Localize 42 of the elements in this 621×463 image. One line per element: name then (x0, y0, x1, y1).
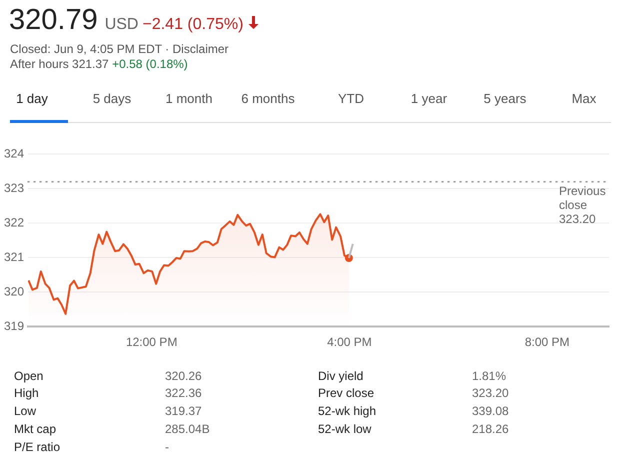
text: 285.04B (165, 422, 210, 436)
text: 52-wk low (318, 422, 372, 436)
text: P/E ratio (14, 440, 60, 454)
text: Mkt cap (14, 422, 56, 436)
text: Div yield (318, 369, 364, 383)
text: 322.36 (165, 386, 202, 400)
y-tick-label: 323 (4, 180, 24, 195)
text: 218.26 (472, 422, 509, 436)
x-tick-label: 8:00 PM (524, 335, 570, 350)
text: Low (14, 404, 36, 418)
text: USD (104, 16, 138, 34)
text: Prev close (318, 386, 374, 400)
y-tick-label: 319 (4, 318, 24, 333)
text: 323.20 (472, 386, 509, 400)
chart-title: 320.79 (9, 4, 98, 37)
text: Open (14, 369, 44, 383)
y-tick-label: 321 (4, 250, 24, 264)
y-tick-label: 320 (4, 284, 24, 298)
text: +0.58 (0.18%) (112, 57, 188, 71)
text: 320.26 (165, 369, 202, 383)
text: After hours 321.37 (10, 57, 109, 71)
text: −2.41 (0.75%) (142, 16, 244, 34)
y-tick-label: 322 (4, 215, 24, 230)
text: Max (570, 91, 598, 106)
text: 1 month (164, 91, 214, 106)
y-tick-label: 324 (4, 146, 24, 161)
x-tick-label: 12:00 PM (126, 335, 178, 350)
text: - (165, 440, 169, 454)
text: Closed: Jun 9, 4:05 PM EDT · Disclaimer (10, 42, 229, 56)
ref-line-label: Previous close 323.20 (559, 184, 606, 226)
text: High (14, 386, 39, 400)
x-tick-label: 4:00 PM (327, 335, 372, 350)
text: 5 years (482, 91, 528, 106)
text: 319.37 (165, 404, 202, 418)
text: 1.81% (472, 369, 506, 383)
text: 52-wk high (318, 404, 376, 418)
text: 339.08 (472, 404, 509, 418)
text: 5 days (92, 91, 132, 106)
text: 1 day (15, 91, 49, 106)
text: 1 year (410, 91, 448, 106)
text: YTD (337, 91, 365, 106)
text: 6 months (240, 91, 296, 106)
